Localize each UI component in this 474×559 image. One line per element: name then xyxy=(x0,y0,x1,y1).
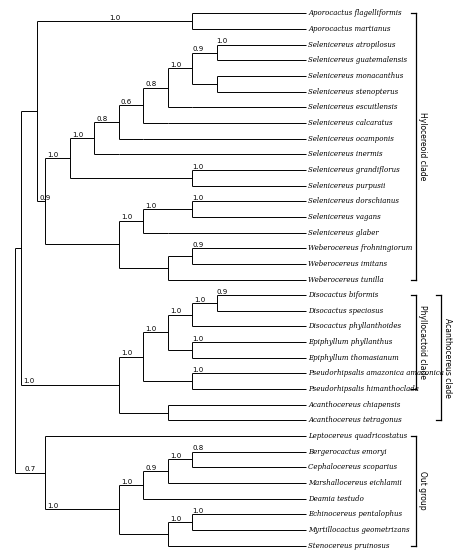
Text: Weberocereus tunilla: Weberocereus tunilla xyxy=(308,276,384,283)
Text: 0.8: 0.8 xyxy=(96,116,108,122)
Text: 1.0: 1.0 xyxy=(170,453,181,459)
Text: Disocactus biformis: Disocactus biformis xyxy=(308,291,379,299)
Text: Selenicereus purpusii: Selenicereus purpusii xyxy=(308,182,386,190)
Text: Acanthocereus chiapensis: Acanthocereus chiapensis xyxy=(308,401,401,409)
Text: 1.0: 1.0 xyxy=(146,326,156,332)
Text: 1.0: 1.0 xyxy=(170,516,181,522)
Text: 0.6: 0.6 xyxy=(121,99,132,105)
Text: Phyllocactoid clade: Phyllocactoid clade xyxy=(419,305,428,379)
Text: 1.0: 1.0 xyxy=(192,508,203,514)
Text: Aporocactus flagelliformis: Aporocactus flagelliformis xyxy=(308,10,402,17)
Text: Weberocereus imitans: Weberocereus imitans xyxy=(308,260,387,268)
Text: 1.0: 1.0 xyxy=(23,378,34,385)
Text: Selenicereus vagans: Selenicereus vagans xyxy=(308,213,381,221)
Text: Selenicereus inermis: Selenicereus inermis xyxy=(308,150,383,158)
Text: Epiphyllum phyllanthus: Epiphyllum phyllanthus xyxy=(308,338,392,346)
Text: Acanthocereus tetragonus: Acanthocereus tetragonus xyxy=(308,416,402,424)
Text: Epiphyllum thomasianum: Epiphyllum thomasianum xyxy=(308,354,399,362)
Text: Acanthocereus clade: Acanthocereus clade xyxy=(443,318,452,397)
Text: Selenicereus dorschianus: Selenicereus dorschianus xyxy=(308,197,399,205)
Text: Selenicereus atropilosus: Selenicereus atropilosus xyxy=(308,41,396,49)
Text: 1.0: 1.0 xyxy=(109,15,120,21)
Text: Selenicereus grandiflorus: Selenicereus grandiflorus xyxy=(308,166,400,174)
Text: Disocactus phyllanthoides: Disocactus phyllanthoides xyxy=(308,323,401,330)
Text: 1.0: 1.0 xyxy=(121,479,132,485)
Text: 1.0: 1.0 xyxy=(217,39,228,44)
Text: Selenicereus stenopterus: Selenicereus stenopterus xyxy=(308,88,399,96)
Text: 1.0: 1.0 xyxy=(170,62,181,68)
Text: 0.8: 0.8 xyxy=(192,446,203,451)
Text: Pseudorhipsalis himanthoclada: Pseudorhipsalis himanthoclada xyxy=(308,385,419,393)
Text: 1.0: 1.0 xyxy=(192,164,203,169)
Text: Selenicereus glaber: Selenicereus glaber xyxy=(308,229,379,236)
Text: Cephalocereus scoparius: Cephalocereus scoparius xyxy=(308,463,397,471)
Text: 1.0: 1.0 xyxy=(192,195,203,201)
Text: Pseudorhipsalis amazonica amazonica: Pseudorhipsalis amazonica amazonica xyxy=(308,369,444,377)
Text: Aporocactus martianus: Aporocactus martianus xyxy=(308,25,391,33)
Text: Bergerocactus emoryi: Bergerocactus emoryi xyxy=(308,448,387,456)
Text: 1.0: 1.0 xyxy=(121,215,132,220)
Text: Weberocereus frohningiorum: Weberocereus frohningiorum xyxy=(308,244,413,252)
Text: 1.0: 1.0 xyxy=(170,309,181,314)
Text: Echinocereus pentalophus: Echinocereus pentalophus xyxy=(308,510,402,518)
Text: Deamia testudo: Deamia testudo xyxy=(308,495,364,503)
Text: 1.0: 1.0 xyxy=(194,297,205,302)
Text: Out group: Out group xyxy=(419,471,428,510)
Text: 1.0: 1.0 xyxy=(47,151,59,158)
Text: 1.0: 1.0 xyxy=(192,367,203,373)
Text: Selenicereus escuitlensis: Selenicereus escuitlensis xyxy=(308,103,398,111)
Text: 0.9: 0.9 xyxy=(192,46,203,52)
Text: Disocactus speciosus: Disocactus speciosus xyxy=(308,307,383,315)
Text: 1.0: 1.0 xyxy=(121,350,132,357)
Text: 0.9: 0.9 xyxy=(39,195,51,201)
Text: 0.9: 0.9 xyxy=(217,289,228,295)
Text: 0.8: 0.8 xyxy=(146,82,156,87)
Text: Marshallocereus eichlamii: Marshallocereus eichlamii xyxy=(308,479,402,487)
Text: 0.7: 0.7 xyxy=(25,466,36,472)
Text: Leptocereus quadricostatus: Leptocereus quadricostatus xyxy=(308,432,408,440)
Text: 0.9: 0.9 xyxy=(146,465,156,471)
Text: Selenicereus calcaratus: Selenicereus calcaratus xyxy=(308,119,393,127)
Text: Stenocereus pruinosus: Stenocereus pruinosus xyxy=(308,542,390,549)
Text: 0.9: 0.9 xyxy=(192,242,203,248)
Text: Myrtillocactus geometrizans: Myrtillocactus geometrizans xyxy=(308,526,410,534)
Text: Selenicereus monacanthus: Selenicereus monacanthus xyxy=(308,72,404,80)
Text: 1.0: 1.0 xyxy=(146,203,156,209)
Text: 1.0: 1.0 xyxy=(192,336,203,342)
Text: Selenicereus guatemalensis: Selenicereus guatemalensis xyxy=(308,56,408,64)
Text: 1.0: 1.0 xyxy=(47,503,59,509)
Text: Selenicereus ocamponis: Selenicereus ocamponis xyxy=(308,135,394,143)
Text: 1.0: 1.0 xyxy=(72,132,83,138)
Text: Hylocereoid clade: Hylocereoid clade xyxy=(419,112,428,181)
